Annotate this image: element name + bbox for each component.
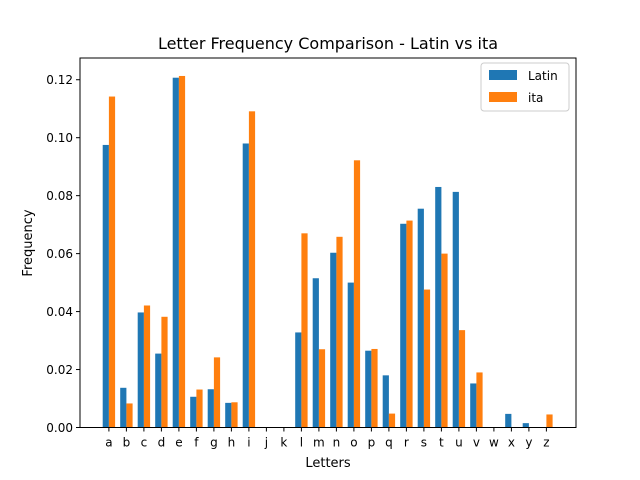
x-tick-label-j: j xyxy=(264,436,268,450)
bar-latin-c xyxy=(137,312,144,428)
bar-latin-v xyxy=(470,383,477,428)
chart-title: Letter Frequency Comparison - Latin vs i… xyxy=(158,34,498,53)
x-axis-label: Letters xyxy=(305,456,351,471)
x-tick-label-k: k xyxy=(280,436,287,450)
bar-ita-m xyxy=(318,349,326,428)
bar-latin-q xyxy=(382,375,389,428)
x-tick-label-q: q xyxy=(385,436,393,450)
bar-latin-h xyxy=(225,402,232,428)
x-tick-label-u: u xyxy=(455,436,463,450)
x-tick-label-z: z xyxy=(543,436,549,450)
bar-latin-s xyxy=(417,208,424,428)
y-axis-label: Frequency xyxy=(21,209,36,276)
legend-swatch-ita xyxy=(489,92,517,102)
bar-ita-o xyxy=(353,160,361,428)
bar-latin-b xyxy=(120,387,127,428)
bar-ita-s xyxy=(423,289,431,428)
x-tick-label-s: s xyxy=(421,436,427,450)
x-tick-label-d: d xyxy=(158,436,166,450)
y-tick-label: 0.10 xyxy=(46,131,73,145)
x-tick-label-h: h xyxy=(228,436,236,450)
x-tick-label-f: f xyxy=(194,436,199,450)
legend: Latin ita xyxy=(480,62,570,112)
legend-label-ita: ita xyxy=(528,91,543,105)
bar-ita-e xyxy=(178,75,186,428)
bar-ita-c xyxy=(143,305,151,428)
x-tick-label-m: m xyxy=(313,436,325,450)
bar-ita-p xyxy=(371,348,378,428)
bar-ita-i xyxy=(248,111,256,428)
bar-ita-u xyxy=(458,330,466,428)
x-tick-label-b: b xyxy=(123,436,131,450)
x-tick-label-l: l xyxy=(300,436,303,450)
bar-ita-n xyxy=(336,236,343,428)
y-tick-label: 0.00 xyxy=(46,421,73,435)
x-tick-label-a: a xyxy=(105,436,112,450)
bar-latin-p xyxy=(365,350,372,428)
bar-ita-l xyxy=(301,233,308,428)
x-tick-label-t: t xyxy=(439,436,444,450)
bar-ita-g xyxy=(213,357,221,428)
bar-ita-d xyxy=(161,316,168,428)
bar-ita-t xyxy=(441,253,448,428)
y-tick-label: 0.02 xyxy=(46,363,73,377)
x-tick-label-y: y xyxy=(525,436,532,450)
y-tick-label: 0.04 xyxy=(46,305,73,319)
bar-latin-g xyxy=(207,389,214,428)
y-axis-ticks: 0.00 0.02 0.04 0.06 0.08 0.10 0.12 xyxy=(46,73,80,435)
bar-ita-z xyxy=(546,414,553,428)
bar-ita-r xyxy=(406,220,413,428)
x-tick-label-w: w xyxy=(489,436,499,450)
y-tick-label: 0.12 xyxy=(46,73,73,87)
x-tick-label-x: x xyxy=(508,436,515,450)
bar-latin-n xyxy=(330,252,337,428)
bar-latin-i xyxy=(242,143,249,428)
y-tick-label: 0.08 xyxy=(46,189,73,203)
bar-latin-o xyxy=(347,282,354,428)
bars-group xyxy=(102,75,553,428)
bar-latin-f xyxy=(190,396,197,428)
x-tick-label-c: c xyxy=(141,436,148,450)
bar-ita-h xyxy=(231,402,238,428)
bar-ita-v xyxy=(476,372,483,428)
bar-ita-q xyxy=(388,413,396,428)
x-tick-label-p: p xyxy=(368,436,376,450)
bar-latin-x xyxy=(505,413,512,428)
bar-latin-l xyxy=(295,332,302,428)
bar-latin-r xyxy=(400,223,407,428)
bar-ita-a xyxy=(108,96,116,428)
x-tick-label-n: n xyxy=(333,436,341,450)
plot-area-frame xyxy=(79,57,577,428)
bar-latin-e xyxy=(172,77,179,428)
legend-swatch-latin xyxy=(489,70,517,80)
bar-latin-d xyxy=(155,353,162,428)
bar-ita-f xyxy=(196,389,203,428)
x-tick-label-e: e xyxy=(175,436,182,450)
y-tick-label: 0.06 xyxy=(46,247,73,261)
legend-label-latin: Latin xyxy=(528,69,558,83)
bar-latin-m xyxy=(312,278,319,428)
bar-latin-u xyxy=(452,191,459,428)
bar-latin-a xyxy=(102,144,109,428)
bar-ita-b xyxy=(126,403,133,428)
x-tick-label-o: o xyxy=(350,436,357,450)
x-tick-label-g: g xyxy=(210,436,218,450)
bar-latin-y xyxy=(522,423,529,428)
bar-latin-t xyxy=(435,186,442,428)
x-tick-label-i: i xyxy=(247,436,250,450)
x-tick-label-v: v xyxy=(473,436,480,450)
x-tick-label-r: r xyxy=(404,436,409,450)
